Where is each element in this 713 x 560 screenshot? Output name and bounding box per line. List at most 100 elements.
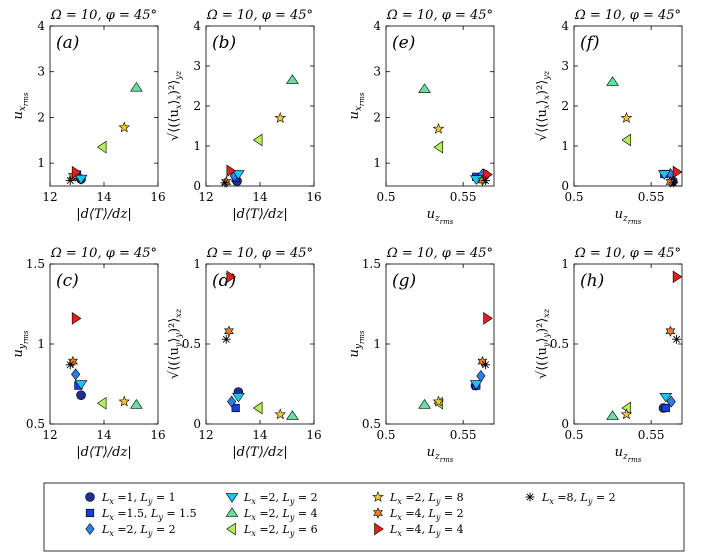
legend-entry: Lx =2, Ly = 2 [225,491,318,506]
panel-title: Ω = 10, φ = 45° [50,246,157,261]
data-point-asterisk [481,360,491,370]
data-point-triangle-down [74,174,88,185]
panel-h: Ω = 10, φ = 45°0.5 0.5500.51(h)uzrms√⟨(⟨u… [535,246,683,464]
y-tick-label: 1 [561,139,569,153]
data-point-triangle-up [286,410,299,420]
legend-entry: Lx =4, Ly = 2 [373,507,464,522]
data-point-star5 [118,395,131,407]
y-tick-label: 3 [373,65,381,79]
x-tick-label: 14 [252,190,268,204]
legend-entry: Lx =2, Ly = 2 [85,523,176,538]
y-tick-label: 1 [373,156,381,170]
panel-label: (h) [580,271,604,291]
data-point-triangle-down [659,393,673,403]
legend-marker-asterisk [525,492,535,502]
panel-g: Ω = 10, φ = 45° 0.5 0.55 0.5 1 1.5 (g) uzrms uyr… [347,246,495,464]
legend-entry: Lx =1.5, Ly = 1.5 [85,507,197,522]
y-tick-label: 2 [561,99,569,113]
x-tick-label: 0.5 [376,190,395,204]
legend-label: Lx =4, Ly = 4 [389,523,464,538]
x-tick-label: 0.55 [450,190,477,204]
y-axis-label: √⟨(⟨uy⟩y)²⟩xz [167,308,183,379]
panel-title: Ω = 10, φ = 45° [574,246,681,261]
data-point-triangle-up [606,76,619,86]
legend-marker-diamond [85,523,95,535]
x-tick-label: 0.55 [638,190,665,204]
y-tick-label: 4 [561,19,569,33]
legend-marker-star6 [373,507,383,519]
data-point-triangle-down [469,380,483,390]
data-point-triangle-left [96,140,107,154]
x-tick-label: 14 [96,190,112,204]
x-tick-label: 0.5 [376,428,395,442]
x-tick-label: 0.5 [564,428,583,442]
data-point-triangle-up [418,399,431,409]
panel-title: Ω = 10, φ = 45° [206,246,313,261]
legend-label: Lx =2, Ly = 4 [243,507,318,522]
y-axis-label: uyrms [11,330,30,357]
y-tick-label: 4 [373,19,381,33]
data-point-triangle-down [74,380,88,390]
data-point-star5 [274,111,287,123]
legend-marker-triangle-right [374,522,384,536]
legend-marker-square [85,508,95,518]
data-point-asterisk [669,178,679,188]
data-point-triangle-left [96,396,107,410]
data-point-circle [76,390,86,401]
legend-entry: Lx =1, Ly = 1 [85,491,176,506]
data-point-star5 [432,122,445,134]
legend-marker-triangle-down [225,493,239,503]
legend-marker-star5 [372,490,384,502]
panel-title: Ω = 10, φ = 45° [206,8,313,23]
data-point-triangle-up [130,81,143,92]
y-tick-label: 2 [193,99,201,113]
legend: Lx =1, Ly = 1Lx =1.5, Ly = 1.5Lx =2, Ly … [43,482,685,552]
x-axis-label: uzrms [427,207,454,226]
data-point-triangle-right [71,165,82,179]
data-point-star5 [274,408,287,420]
y-tick-label: 2 [37,110,45,124]
data-point-triangle-left [433,140,444,154]
x-axis-label: |d⟨T⟩/dz| [232,445,287,460]
data-point-triangle-right [483,312,493,325]
legend-entry: Lx =2, Ly = 4 [225,507,318,522]
data-point-triangle-down [232,393,245,403]
data-point-star6 [665,176,676,188]
data-point-star5 [432,395,445,407]
y-tick-label: 1 [193,257,201,271]
y-tick-label: 4 [37,19,45,33]
data-point-star5 [118,121,131,133]
x-tick-label: 14 [252,428,268,442]
y-axis-label: uyrms [347,330,366,357]
data-point-triangle-right [672,270,683,284]
data-point-asterisk [65,176,75,186]
data-point-triangle-up [130,399,143,409]
y-tick-label: 0.5 [550,337,569,351]
y-tick-label: 1.5 [362,257,381,271]
x-axis-label: uzrms [427,445,454,464]
legend-label: Lx =2, Ly = 8 [389,491,464,506]
y-axis-label: √⟨(⟨uy⟩y)²⟩xz [535,308,551,379]
x-axis-label: |d⟨T⟩/dz| [76,445,131,460]
y-tick-label: 0.5 [182,337,201,351]
x-tick-label: 12 [198,428,213,442]
legend-entry: Lx =2, Ly = 6 [226,522,318,538]
legend-label: Lx =8, Ly = 2 [541,491,616,506]
x-axis-label: uzrms [615,207,642,226]
y-tick-label: 0.5 [362,417,381,431]
panel-title: Ω = 10, φ = 45° [386,246,493,261]
data-point-diamond [476,370,486,382]
data-point-triangle-up [606,410,619,420]
x-tick-label: 16 [150,428,165,442]
legend-label: Lx =4, Ly = 2 [389,507,464,522]
panel-d: Ω = 10, φ = 45° 12 14 16 0 0.5 1 (d) |d⟨T⟩/dz| √⟨… [167,246,322,460]
y-tick-label: 3 [193,59,201,73]
legend-entry: Lx =4, Ly = 4 [374,522,464,538]
panel-label: (g) [392,271,416,291]
data-point-asterisk [65,360,75,370]
axes-frame [385,25,495,187]
data-point-triangle-up [418,83,431,93]
panel-label: (d) [212,271,236,291]
data-point-asterisk [221,334,231,344]
y-tick-label: 3 [37,65,45,79]
